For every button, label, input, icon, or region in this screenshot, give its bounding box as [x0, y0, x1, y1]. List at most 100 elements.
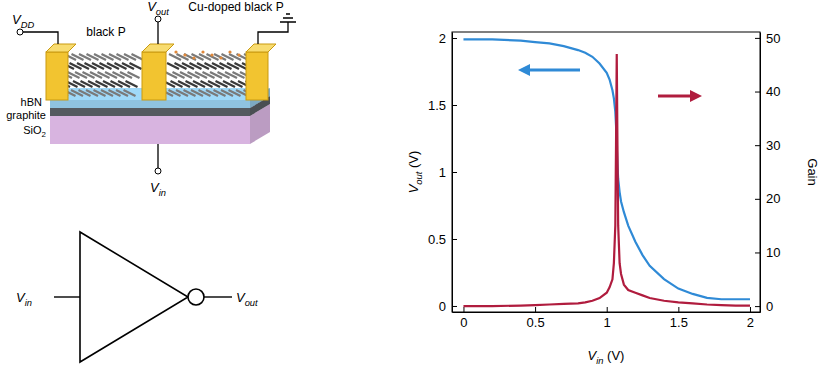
tick-label: 0	[460, 315, 467, 330]
tick-mark	[463, 307, 464, 312]
tick-label: 2	[439, 31, 446, 46]
terminal-label: Vin	[150, 180, 166, 198]
tick-mark	[755, 38, 760, 39]
x-axis-tick: 1.5	[670, 307, 688, 330]
tick-label: 20	[766, 191, 780, 206]
inverter-label: Vin	[16, 290, 32, 308]
cu-dopant	[183, 53, 186, 56]
arrow-left	[526, 69, 580, 72]
terminal	[155, 168, 161, 174]
tick-label: 10	[766, 245, 780, 260]
plot-frame	[452, 32, 760, 312]
tick-mark	[607, 307, 608, 312]
tick-mark	[755, 252, 760, 253]
tick-label: 0.5	[527, 315, 545, 330]
contact-vdd	[46, 44, 76, 52]
x-axis-tick: 2	[747, 307, 754, 330]
tick-mark	[452, 105, 457, 106]
sio2-layer	[50, 116, 250, 144]
flake	[229, 54, 241, 60]
contact-vout	[142, 44, 174, 52]
x-axis-tick: 0	[460, 307, 467, 330]
inverter-output	[204, 296, 232, 297]
y2-axis-tick: 50	[755, 31, 780, 46]
cu-dopant	[201, 50, 204, 53]
tick-label: 0	[766, 299, 773, 314]
y-axis-tick: 0.5	[428, 232, 457, 247]
wire-gnd	[258, 22, 288, 44]
series-line	[463, 54, 750, 306]
y-axis-tick: 0	[439, 299, 457, 314]
hbn-layer	[50, 100, 250, 108]
tick-mark	[535, 307, 536, 312]
terminal	[17, 29, 23, 35]
contact-gnd	[246, 44, 276, 52]
tick-mark	[452, 38, 457, 39]
series-line	[463, 39, 750, 299]
tick-label: 2	[747, 315, 754, 330]
tick-label: 1	[604, 315, 611, 330]
y-axis: 0 0.5 1 1.5 2	[428, 31, 457, 314]
inverter-label: Vout	[236, 290, 258, 308]
figure: VDDVoutVinblack PCu-doped black PhBNgrap…	[0, 0, 822, 370]
x-axis: 0 0.5 1 1.5 2	[453, 307, 761, 330]
tick-label: 1.5	[670, 315, 688, 330]
tick-mark	[755, 92, 760, 93]
inverter-symbol: Vin Vout	[16, 232, 258, 362]
tick-mark	[755, 306, 760, 307]
arrow-right	[658, 95, 694, 98]
flake	[126, 81, 138, 87]
cu-dopant	[228, 50, 231, 53]
y-axis-title: Vout (V)	[406, 151, 424, 194]
device-diagram: VDDVoutVinblack PCu-doped black PhBNgrap…	[6, 0, 296, 198]
y-axis-tick: 1	[439, 165, 457, 180]
cu-dopant	[210, 53, 213, 56]
tick-mark	[755, 199, 760, 200]
cu-dopant	[237, 53, 240, 56]
x-axis-tick: 0.5	[527, 307, 545, 330]
tick-label: 0	[439, 299, 446, 314]
cu-dopant	[192, 56, 195, 59]
y2-axis-tick: 20	[755, 191, 780, 206]
inverter-body	[80, 232, 188, 362]
inverter-input	[54, 296, 80, 297]
tick-mark	[452, 306, 457, 307]
inverter-bubble	[188, 289, 204, 305]
arrow-left	[518, 64, 530, 76]
contact-vdd	[46, 52, 68, 100]
layer-label: graphite	[6, 109, 46, 121]
terminal	[155, 16, 161, 22]
tick-label: 1	[439, 165, 446, 180]
series-group	[463, 39, 750, 306]
wire-vin	[157, 144, 158, 168]
tick-mark	[452, 172, 457, 173]
y2-axis-title: Gain	[805, 158, 820, 185]
channel-label: black P	[86, 25, 125, 39]
terminal-label: Vout	[147, 0, 169, 17]
tick-label: 30	[766, 138, 780, 153]
tick-mark	[750, 307, 751, 312]
contact-gnd	[246, 52, 268, 100]
cu-dopant	[219, 56, 222, 59]
y2-axis-tick: 30	[755, 138, 780, 153]
channel-label: Cu-doped black P	[188, 0, 283, 14]
tick-mark	[678, 307, 679, 312]
flake	[130, 63, 142, 69]
arrow-right	[690, 90, 702, 102]
tick-mark	[452, 239, 457, 240]
tick-label: 0.5	[428, 232, 446, 247]
y-axis-tick: 1.5	[428, 98, 457, 113]
terminal-label: VDD	[12, 12, 34, 30]
layer-label: SiO2	[23, 124, 46, 139]
x-axis-title: Vin (V)	[588, 348, 625, 366]
wire-vdd	[22, 32, 58, 44]
tick-label: 50	[766, 31, 780, 46]
y2-axis-tick: 40	[755, 84, 780, 99]
chart: 00.511.5200.511.5201020304050Vin (V)Vout…	[406, 31, 820, 366]
y2-axis: 0 10 20 30 40 50	[755, 31, 780, 314]
y2-axis-tick: 10	[755, 245, 780, 260]
y-axis-tick: 2	[439, 31, 457, 46]
ground-symbol	[280, 14, 296, 22]
flake	[128, 72, 140, 78]
tick-label: 40	[766, 84, 780, 99]
